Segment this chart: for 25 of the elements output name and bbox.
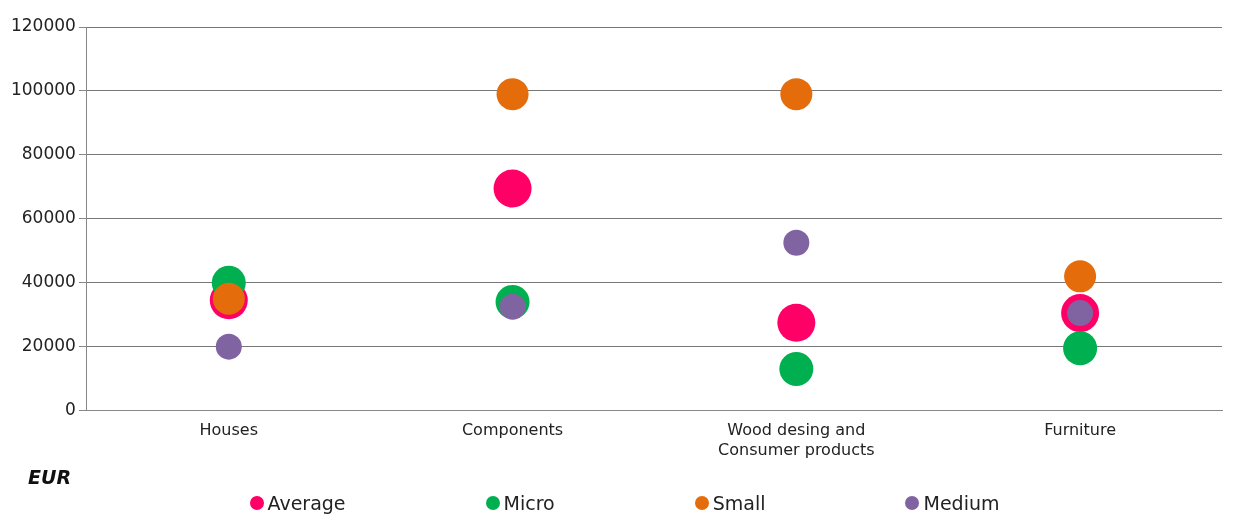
text: EUR (28, 466, 72, 488)
legend-label: Small (712, 491, 766, 515)
y-tick-label: 80000 (21, 143, 76, 164)
y-tick-label: 40000 (21, 271, 76, 292)
point (1063, 331, 1098, 366)
point (780, 78, 813, 111)
point (779, 352, 814, 387)
point (777, 303, 816, 342)
legend-label: Average (267, 491, 346, 515)
legend-label: Micro (503, 491, 555, 515)
y-tick-label: 100000 (10, 79, 76, 100)
point (1064, 260, 1097, 293)
point (783, 229, 810, 256)
y-tick-label: 20000 (21, 335, 76, 356)
y-tick-label: 120000 (10, 15, 76, 36)
x-tick-label: Houses (199, 420, 259, 440)
point (215, 333, 242, 360)
point (493, 169, 532, 208)
y-tick-label: 60000 (21, 207, 76, 228)
x-tick-label: Furniture (1044, 420, 1117, 440)
point (496, 78, 529, 111)
x-tick-label: Wood desing and Consumer products (718, 420, 875, 459)
x-tick-label: Components (461, 420, 564, 440)
y-tick-label: 0 (65, 399, 76, 420)
legend-label: Medium (923, 491, 1000, 515)
